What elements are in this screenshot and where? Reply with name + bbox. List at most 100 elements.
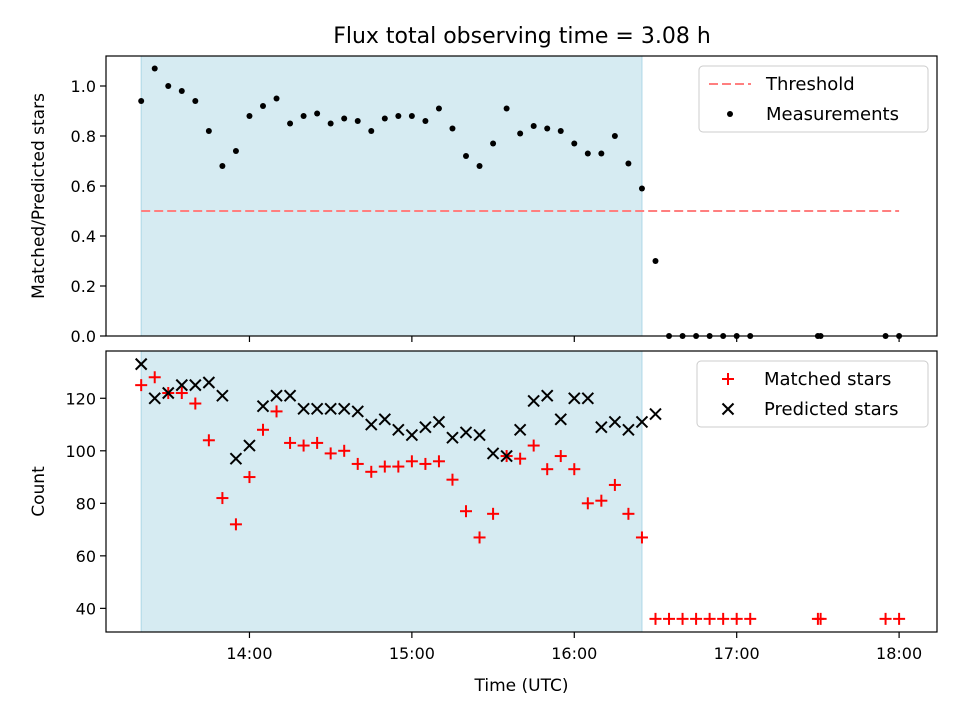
data-point bbox=[814, 612, 827, 625]
data-point bbox=[622, 507, 635, 520]
data-point bbox=[202, 376, 216, 389]
data-point bbox=[557, 128, 564, 134]
data-point bbox=[162, 386, 175, 400]
data-point bbox=[622, 423, 635, 436]
data-point bbox=[219, 163, 226, 169]
data-point bbox=[459, 426, 473, 439]
x-b bbox=[351, 405, 364, 418]
data-point bbox=[297, 439, 310, 452]
series-measurements bbox=[138, 65, 903, 339]
x-b bbox=[405, 428, 419, 442]
data-point bbox=[608, 478, 621, 491]
data-point bbox=[487, 507, 500, 520]
data-point bbox=[300, 113, 307, 119]
data-point bbox=[460, 505, 473, 518]
data-point bbox=[392, 423, 405, 436]
data-point bbox=[338, 444, 351, 457]
x-b bbox=[216, 389, 229, 402]
legend: Threshold Measurements bbox=[698, 65, 929, 133]
data-point bbox=[259, 103, 266, 109]
x-b bbox=[202, 376, 216, 389]
data-point bbox=[148, 371, 161, 384]
x-b bbox=[721, 402, 735, 416]
data-point bbox=[216, 389, 229, 402]
data-point bbox=[649, 407, 662, 421]
data-point bbox=[270, 405, 283, 418]
data-point bbox=[635, 415, 649, 429]
data-point bbox=[513, 423, 527, 436]
data-point bbox=[500, 449, 513, 463]
x-b bbox=[500, 449, 513, 463]
data-point bbox=[175, 387, 188, 400]
data-point bbox=[135, 379, 148, 392]
y-tick-label: 60 bbox=[76, 547, 96, 566]
x-b bbox=[229, 452, 243, 465]
y-tick-label: 0.0 bbox=[71, 327, 96, 346]
data-point bbox=[514, 452, 527, 465]
x-b bbox=[243, 439, 256, 452]
data-point bbox=[205, 128, 212, 134]
data-point bbox=[229, 452, 243, 465]
y-tick-label: 0.4 bbox=[71, 227, 96, 246]
data-point bbox=[625, 160, 632, 167]
shaded-span bbox=[140, 55, 643, 337]
data-point bbox=[690, 612, 703, 625]
y-axis-label: Matched/Predicted stars bbox=[29, 93, 49, 299]
data-point bbox=[351, 457, 364, 470]
data-point bbox=[432, 415, 446, 429]
data-point bbox=[446, 473, 459, 486]
x-b bbox=[392, 423, 405, 436]
data-point bbox=[165, 83, 172, 89]
series-predicted-stars bbox=[134, 357, 662, 465]
data-point bbox=[354, 118, 361, 124]
data-point bbox=[584, 150, 591, 157]
x-b bbox=[459, 426, 473, 439]
data-point bbox=[893, 612, 906, 625]
y-tick-label: 0.2 bbox=[71, 277, 96, 296]
count-plot: 40 60 80 100 120 14:00 15:00 16:00 17:00 18:00 Cou… bbox=[29, 350, 938, 696]
data-point bbox=[365, 465, 378, 478]
data-point bbox=[486, 447, 500, 460]
x-b bbox=[432, 415, 446, 429]
data-point bbox=[527, 439, 540, 452]
data-point bbox=[270, 389, 283, 402]
data-point bbox=[449, 125, 456, 132]
data-point bbox=[405, 428, 419, 442]
y-tick-label: 40 bbox=[76, 599, 96, 618]
data-point bbox=[446, 431, 459, 444]
data-point bbox=[676, 612, 689, 625]
x-b bbox=[635, 415, 649, 429]
data-point bbox=[473, 531, 486, 544]
x-b bbox=[608, 415, 622, 429]
axes-frame bbox=[105, 350, 938, 633]
x-axis-label: Time (UTC) bbox=[474, 676, 569, 696]
data-point bbox=[598, 150, 605, 157]
x-b bbox=[337, 402, 351, 415]
data-point bbox=[395, 113, 402, 119]
data-point bbox=[256, 399, 270, 413]
x-b bbox=[513, 423, 527, 436]
data-point bbox=[378, 460, 391, 473]
data-point bbox=[405, 455, 418, 468]
data-point bbox=[638, 185, 645, 192]
data-point bbox=[635, 531, 648, 544]
data-point bbox=[351, 405, 364, 418]
y-tick-label: 100 bbox=[65, 442, 96, 461]
data-point bbox=[189, 397, 202, 410]
data-point bbox=[419, 457, 432, 470]
data-point bbox=[554, 450, 567, 463]
legend-marker-plus bbox=[722, 373, 734, 385]
data-point bbox=[310, 402, 324, 415]
x-tick-label: 17:00 bbox=[714, 644, 760, 663]
x-tick-label: 15:00 bbox=[389, 644, 435, 663]
data-point bbox=[311, 436, 324, 449]
data-point bbox=[717, 612, 730, 625]
data-point bbox=[392, 460, 405, 473]
data-point bbox=[327, 120, 334, 127]
x-b bbox=[649, 407, 662, 421]
data-point bbox=[663, 612, 676, 625]
x-b bbox=[595, 420, 608, 434]
data-point bbox=[649, 612, 662, 625]
data-point bbox=[324, 402, 337, 415]
